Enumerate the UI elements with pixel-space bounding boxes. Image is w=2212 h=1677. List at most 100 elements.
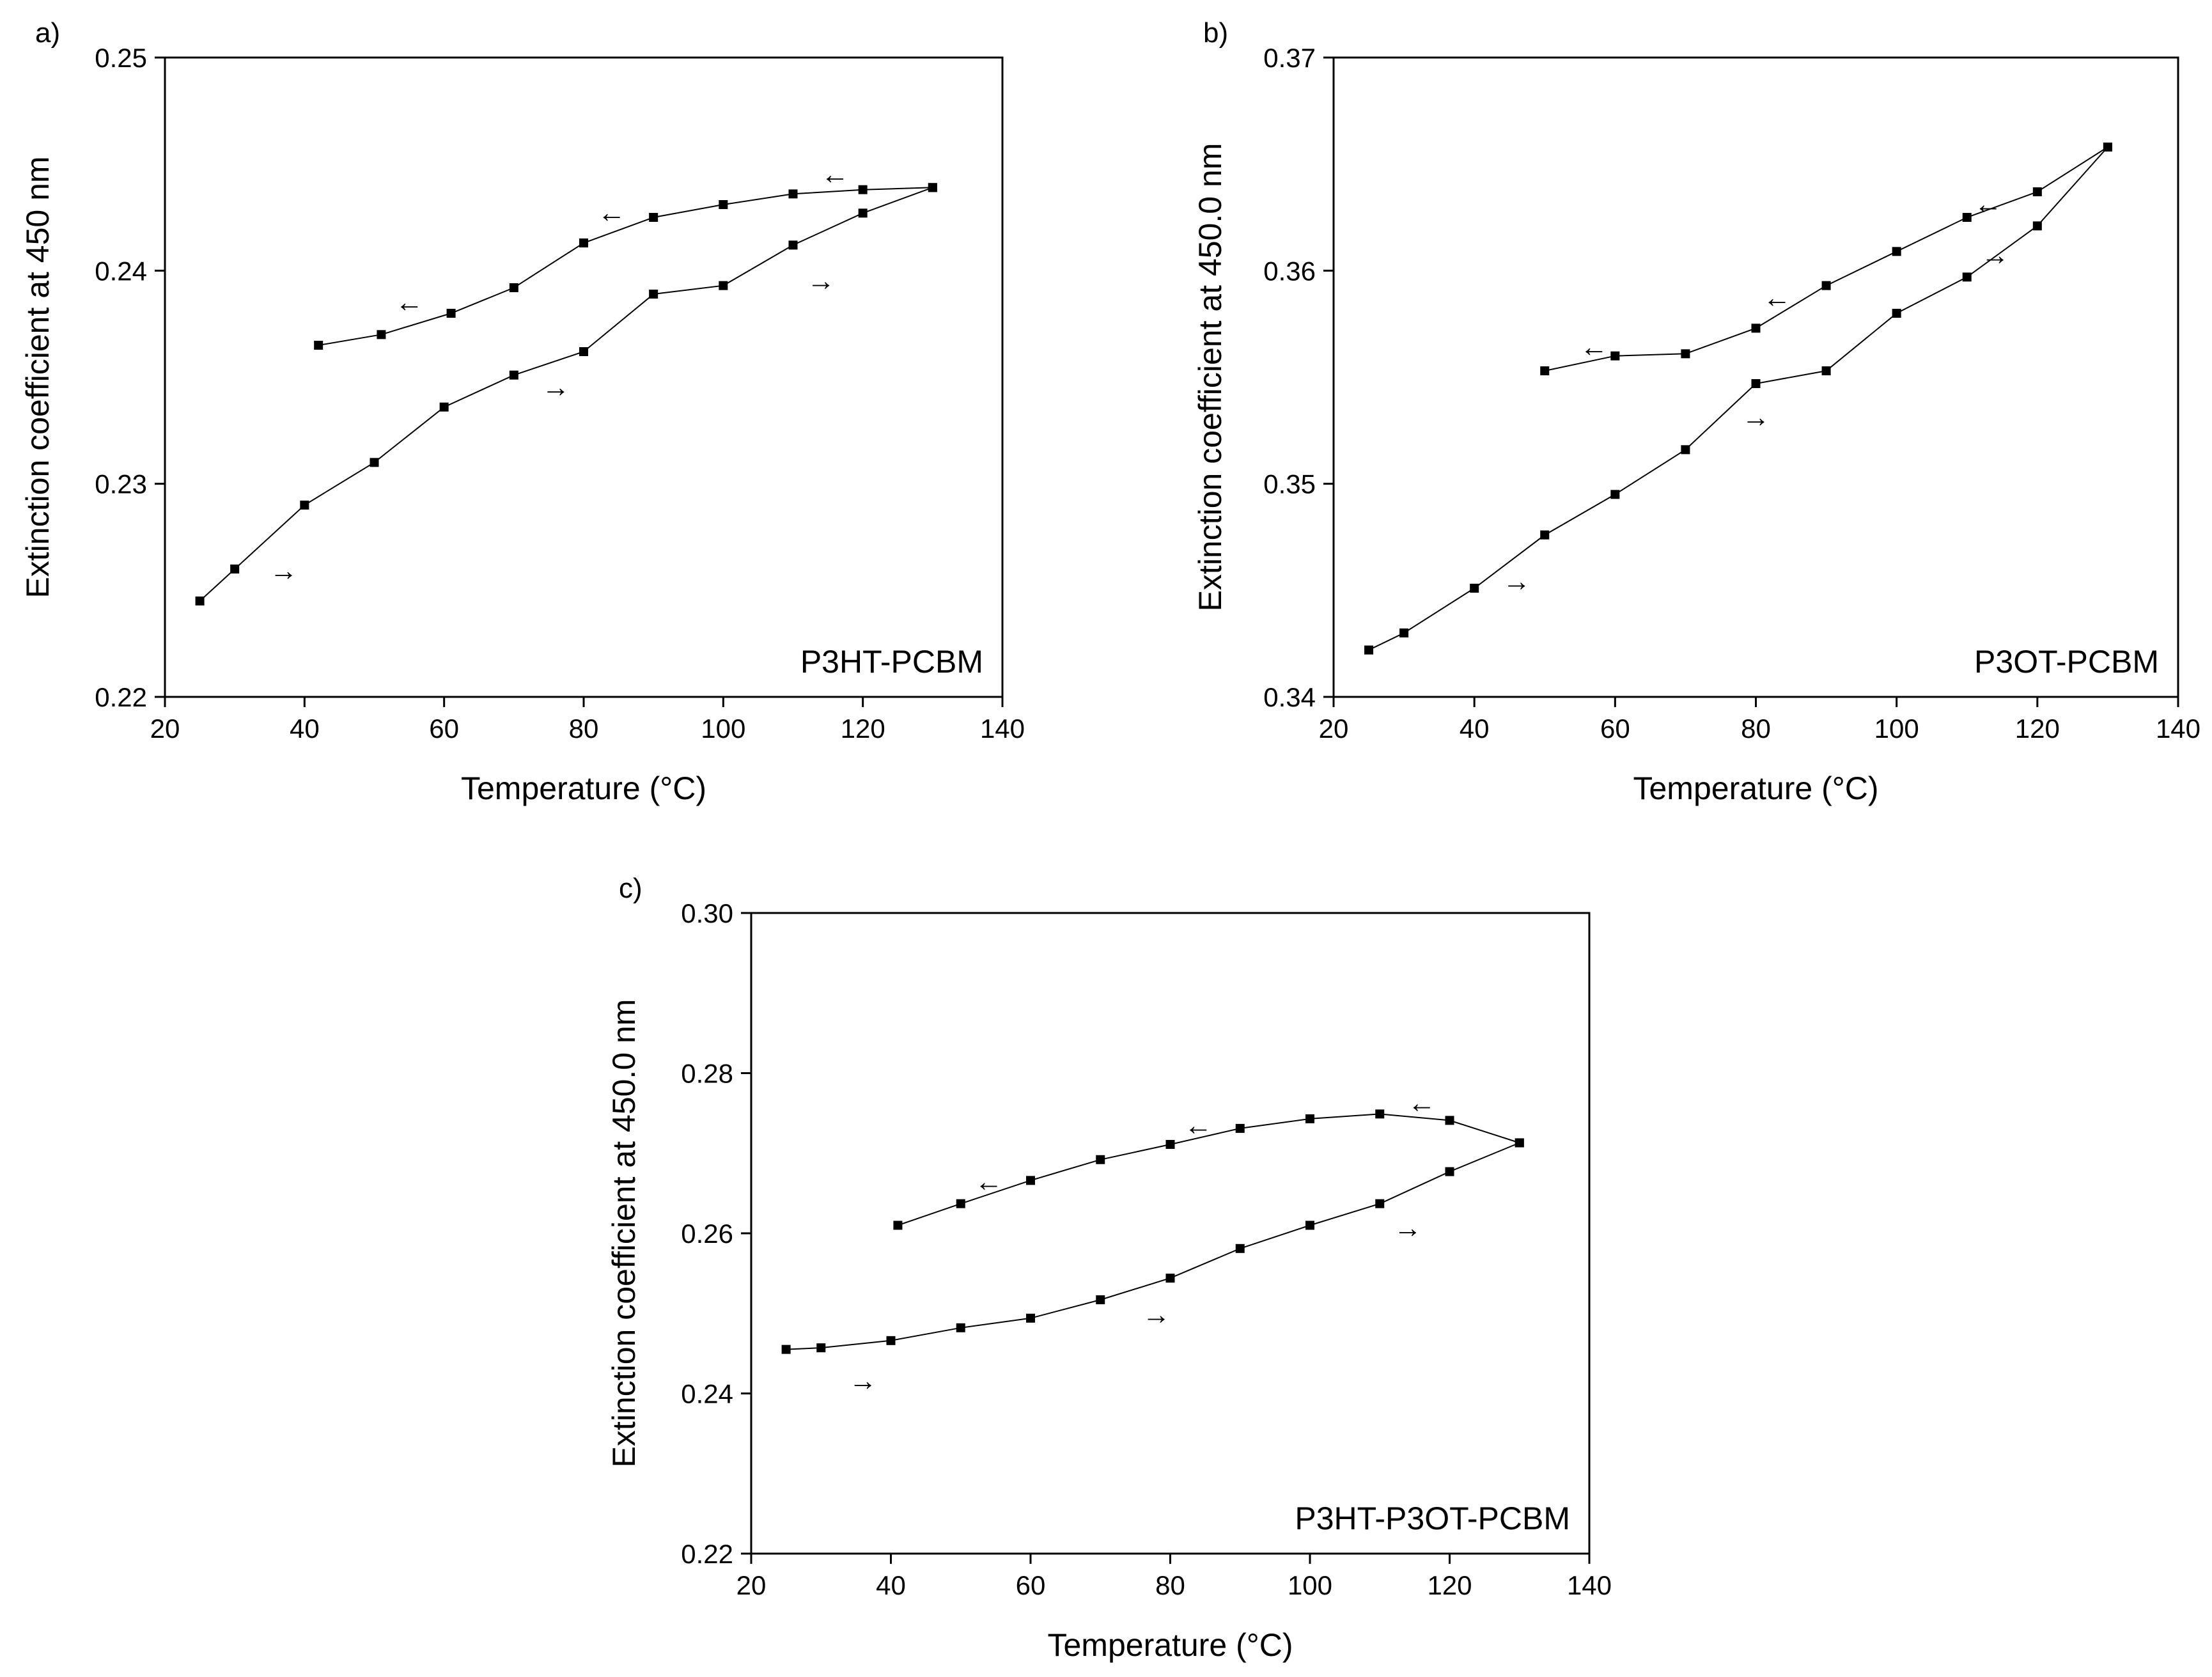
chart-c-y-axis-title: Extinction coefficient at 450.0 nm [606,999,642,1468]
chart-b-y-tick-label: 0.35 [1263,469,1316,499]
chart-a-cooling-point [858,185,868,194]
chart-c-heating-point [956,1323,965,1332]
chart-c-cooling-point [893,1221,903,1230]
chart-c-cooling-point [1515,1138,1524,1148]
chart-b-cooling-point [2103,143,2112,152]
chart-c-heating-point [886,1336,896,1345]
chart-c-heating-arrow: → [1142,1299,1171,1330]
chart-a-heating-point [370,458,379,467]
chart-b: b) 20 40 60 80 100 120 140 0.34 0.35 0.36 0.37 Tempe… [1192,17,2200,806]
chart-c-cooling-point [1096,1155,1105,1164]
chart-b-x-axis-title: Temperature (°C) [1633,770,1879,806]
chart-a-x-tick-label: 120 [841,714,885,744]
chart-c-cooling-point [1165,1139,1175,1149]
chart-c-x-tick-label: 40 [876,1570,906,1600]
chart-a-x-tick-label: 80 [569,714,599,744]
chart-b-heating-arrow: → [1742,402,1770,433]
chart-c-cooling-arrow: ← [1408,1088,1436,1119]
chart-a-panel-label: a) [35,17,60,49]
chart-b-cooling-point [1540,366,1550,375]
chart-c-heating-point [1096,1295,1105,1304]
chart-b-heating-point [1892,309,1901,318]
chart-a-heating-point [195,597,205,605]
chart-c-heating-point [1026,1313,1035,1323]
chart-a-heating-point [719,281,728,290]
chart-c-x-axis-title: Temperature (°C) [1048,1627,1293,1663]
chart-c-y-tick-label: 0.28 [681,1059,733,1089]
chart-a-cooling-point [649,213,658,222]
chart-c-heating-point [1375,1199,1385,1208]
chart-c-y-tick-label: 0.22 [681,1539,733,1569]
chart-b-plot-frame [1332,56,2179,698]
chart-a-y-tick-label: 0.22 [95,682,147,712]
chart-b-cooling-point [1821,281,1831,290]
chart-c-heating-point [781,1345,791,1354]
chart-a-cooling-point [719,200,728,209]
chart-c-y-tick-label: 0.30 [681,898,733,928]
chart-a-y-tick-label: 0.24 [95,256,147,286]
chart-b-x-tick-label: 80 [1741,714,1771,744]
chart-b-y-axis-title: Extinction coefficient at 450.0 nm [1192,143,1228,612]
chart-b-heating-point [1610,490,1620,499]
chart-b-heating-point [1821,366,1831,375]
chart-b-heating-arrow: → [1502,566,1530,597]
chart-c-heating-point [816,1343,826,1353]
chart-c-heating-point [1305,1221,1314,1230]
chart-c-heating-arrow: → [849,1366,877,1397]
chart-a-x-tick-label: 40 [290,714,320,744]
chart-a-cooling-point [314,341,323,350]
chart-a-heating-arrow: → [270,555,298,586]
chart-c-x-tick-label: 60 [1016,1570,1046,1600]
chart-b-cooling-point [1610,351,1620,361]
chart-c: c) 20 40 60 80 100 120 140 0.22 0.24 0.26 0.28 0.30 T… [606,873,1612,1663]
chart-a-cooling-point [788,189,798,199]
chart-a-cooling-point [579,238,588,247]
chart-b-cooling-arrow: ← [1974,189,2002,220]
chart-b-heating-point [1364,645,1374,655]
chart-a-heating-point [579,347,588,356]
chart-b-cooling-arrow: ← [1580,331,1608,363]
chart-c-y-tick-label: 0.24 [681,1379,733,1409]
chart-c-x-tick-label: 120 [1427,1570,1472,1600]
chart-a-heating-point [300,501,309,510]
chart-a-y-axis-title: Extinction coefficient at 450 nm [20,156,56,598]
chart-b-y-tick-label: 0.36 [1263,256,1316,286]
chart-b-cooling-point [1962,213,1972,222]
chart-c-y-tick-label: 0.26 [681,1219,733,1249]
chart-a-sample-label: P3HT-PCBM [800,644,983,680]
chart-a-heating-point [509,370,518,380]
chart-b-heating-point [1399,628,1409,637]
chart-a-cooling-arrow: ← [821,159,849,190]
chart-a: a) 20 40 60 80 100 120 140 0.22 0.23 0.24 0.25 Tempe… [20,17,1025,806]
chart-b-x-tick-label: 100 [1874,714,1919,744]
chart-a-series-heating-line [199,187,933,602]
chart-a-x-tick-label: 60 [429,714,459,744]
chart-c-plot-frame [750,912,1591,1555]
chart-c-x-tick-label: 140 [1567,1570,1612,1600]
chart-b-heating-point [1681,445,1690,455]
chart-a-heating-arrow: → [807,265,835,297]
chart-a-heating-point [649,290,658,299]
chart-c-series-heating-line [786,1142,1520,1350]
chart-c-sample-label: P3HT-P3OT-PCBM [1295,1501,1570,1536]
chart-c-x-tick-label: 20 [736,1570,767,1600]
chart-c-cooling-arrow: ← [974,1166,1002,1197]
chart-b-sample-label: P3OT-PCBM [1974,644,2159,680]
chart-b-heating-point [1540,530,1550,540]
chart-c-heating-point [1165,1274,1175,1283]
chart-a-heating-point [858,208,868,218]
chart-c-cooling-point [1375,1109,1385,1119]
chart-b-x-tick-label: 120 [2015,714,2060,744]
chart-c-panel-label: c) [619,873,643,904]
chart-a-x-tick-label: 20 [150,714,180,744]
chart-b-cooling-point [1751,324,1761,333]
chart-b-x-tick-label: 60 [1600,714,1630,744]
chart-a-x-tick-label: 140 [980,714,1025,744]
chart-a-y-tick-label: 0.25 [95,43,147,73]
chart-a-cooling-point [446,309,456,318]
chart-a-heating-point [788,240,798,250]
chart-a-x-tick-label: 100 [701,714,745,744]
chart-a-plot-frame [164,56,1004,698]
chart-a-x-axis-title: Temperature (°C) [461,770,706,806]
